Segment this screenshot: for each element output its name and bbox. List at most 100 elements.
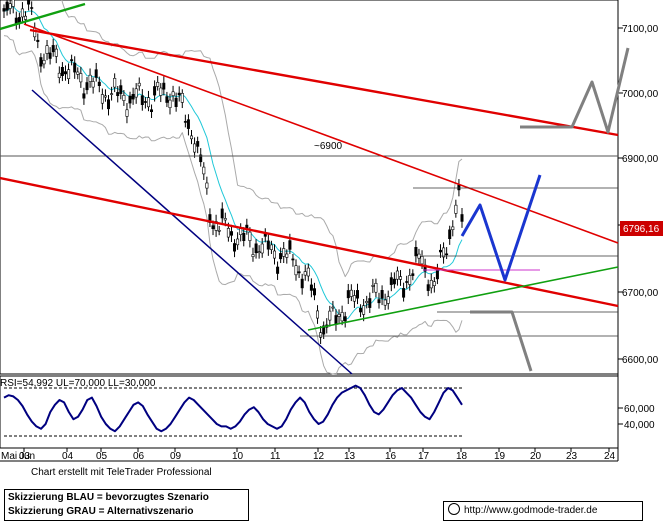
x-tick-label: 24 — [604, 451, 616, 462]
long-term-resistance-line — [29, 28, 619, 137]
candle-body — [435, 269, 439, 280]
x-tick-label: 20 — [530, 451, 542, 462]
candle-body — [153, 86, 157, 96]
candle-body — [217, 230, 221, 232]
candle-body — [309, 284, 313, 291]
mid-trend-line — [0, 176, 619, 308]
price-tick-label: 6900,00 — [622, 154, 659, 165]
candle-body — [405, 281, 409, 283]
price-tick-label: 7000,00 — [622, 89, 659, 100]
candle-body — [162, 82, 166, 90]
candle-body — [119, 85, 123, 94]
candle-body — [454, 204, 458, 214]
candle-body — [315, 310, 319, 319]
candle-body — [64, 71, 68, 75]
candle-body — [143, 101, 147, 103]
x-tick-label: 11 — [270, 451, 281, 462]
top-green-line — [0, 2, 86, 31]
level-6900-label: ~6900 — [314, 141, 343, 152]
candle-body — [36, 39, 40, 42]
candle-body — [8, 3, 12, 9]
rsi-tick-label: 60,000 — [624, 404, 655, 415]
candle-body — [411, 273, 415, 276]
candle-body — [168, 99, 172, 108]
candle-body — [288, 240, 292, 250]
candle-body — [380, 289, 384, 299]
candle-body — [211, 225, 215, 229]
last-price-label: 6796,16 — [623, 224, 660, 235]
candle-body — [272, 250, 276, 259]
x-tick-label: 06 — [133, 451, 145, 462]
candle-body — [414, 247, 418, 257]
candle-body — [107, 99, 111, 110]
candle-body — [100, 94, 104, 104]
candle-body — [150, 109, 154, 112]
candle-body — [177, 92, 181, 96]
candle-body — [445, 253, 449, 256]
candle-body — [128, 95, 132, 104]
lower-band — [3, 35, 463, 375]
candle-body — [377, 299, 381, 304]
candle-body — [190, 135, 194, 140]
x-tick-label: 05 — [96, 451, 108, 462]
x-tick-label: 19 — [494, 451, 506, 462]
candle-body — [223, 218, 227, 221]
candle-body — [236, 238, 240, 246]
x-tick-label: 12 — [313, 451, 325, 462]
candle-body — [328, 310, 332, 321]
website-badge[interactable]: http://www.godmode-trader.de — [443, 501, 643, 521]
candle-body — [352, 295, 356, 302]
x-tick-label: Jun — [19, 451, 35, 462]
x-tick-label: Mai — [1, 451, 17, 462]
candle-body — [199, 154, 203, 163]
candle-body — [460, 214, 464, 222]
candle-body — [346, 290, 350, 299]
candle-body — [322, 325, 326, 335]
candle-body — [202, 166, 206, 175]
x-tick-label: 10 — [232, 451, 244, 462]
candle-body — [383, 299, 387, 306]
price-plot-frame — [0, 0, 619, 375]
candle-body — [239, 228, 243, 235]
moving-average-line — [3, 5, 463, 321]
candle-body — [125, 109, 129, 117]
candle-body — [362, 305, 366, 315]
candle-body — [91, 81, 95, 88]
rsi-header: RSI=54,992 UL=70,000 LL=30,000 — [0, 378, 156, 389]
candle-body — [276, 266, 280, 274]
candle-body — [140, 95, 144, 105]
last-price-badge — [620, 221, 663, 236]
candle-body — [359, 307, 363, 313]
candle-body — [408, 275, 412, 285]
candle-body — [110, 93, 114, 95]
candle-body — [214, 221, 218, 231]
candle-body — [20, 8, 24, 18]
x-tick-label: 17 — [418, 451, 430, 462]
x-tick-label: 04 — [62, 451, 74, 462]
candle-body — [76, 71, 80, 75]
candle-body — [5, 1, 9, 11]
website-link[interactable]: http://www.godmode-trader.de — [464, 505, 598, 516]
candle-body — [196, 141, 200, 147]
candle-body — [103, 95, 107, 98]
candle-body — [85, 82, 89, 91]
candle-body — [48, 52, 52, 59]
legend-gray-scenario: Skizzierung GRAU = Alternativszenario — [8, 506, 194, 517]
candle-body — [233, 243, 237, 252]
candle-body — [349, 289, 353, 297]
candle-body — [45, 45, 49, 54]
candle-body — [374, 282, 378, 293]
candle-body — [334, 315, 338, 325]
candle-body — [260, 243, 264, 254]
support-green-line — [307, 266, 619, 331]
rsi-tick-label: 40,000 — [624, 420, 655, 431]
candle-body — [174, 97, 178, 107]
candle-body — [180, 93, 184, 103]
candle-body — [94, 69, 98, 78]
candle-body — [54, 48, 58, 57]
gray-alt-down-path — [470, 310, 533, 372]
candle-body — [438, 249, 442, 253]
candle-body — [448, 229, 452, 240]
candle-body — [303, 271, 307, 276]
candle-body — [279, 253, 283, 260]
